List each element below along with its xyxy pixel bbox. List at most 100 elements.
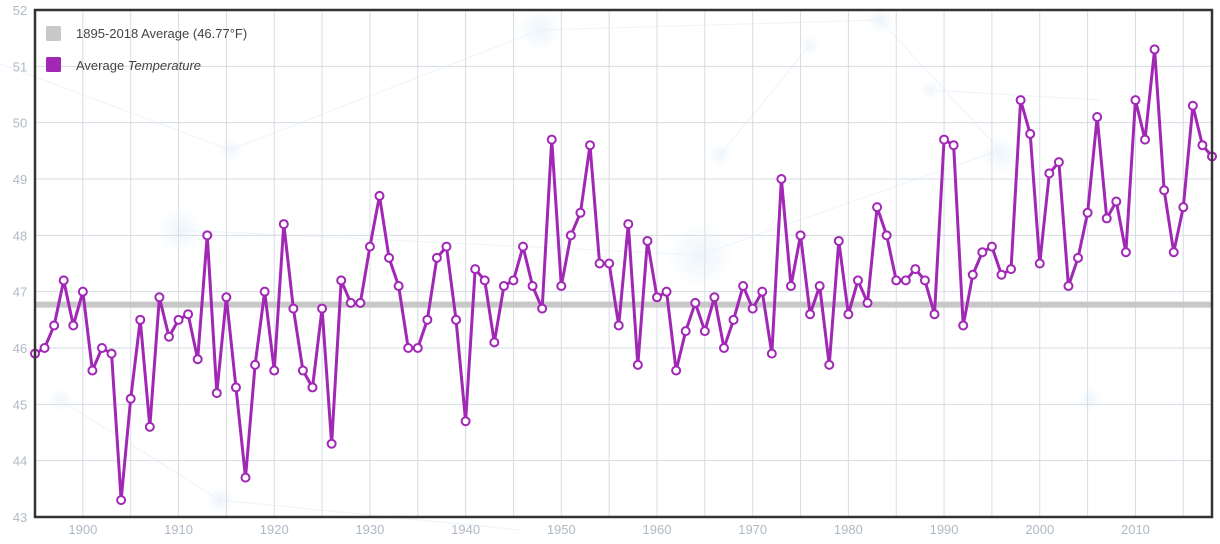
data-point[interactable] — [173, 314, 184, 325]
data-point[interactable] — [39, 343, 50, 353]
data-point[interactable] — [77, 286, 88, 297]
data-point[interactable] — [604, 258, 615, 269]
data-point[interactable] — [384, 252, 395, 263]
data-point[interactable] — [651, 292, 662, 303]
data-point[interactable] — [671, 365, 682, 376]
data-point[interactable] — [1187, 100, 1198, 111]
data-point[interactable] — [1092, 112, 1103, 123]
data-point[interactable] — [585, 140, 596, 151]
data-point[interactable] — [317, 303, 328, 314]
data-point[interactable] — [422, 314, 433, 325]
data-point[interactable] — [527, 281, 538, 292]
data-point[interactable] — [1178, 202, 1189, 213]
data-point[interactable] — [479, 275, 490, 286]
data-point[interactable] — [518, 241, 529, 252]
data-point[interactable] — [230, 382, 241, 393]
data-point[interactable] — [919, 275, 930, 286]
data-point[interactable] — [565, 230, 576, 241]
data-point[interactable] — [776, 174, 787, 184]
data-point[interactable] — [910, 264, 921, 275]
data-point[interactable] — [364, 241, 375, 252]
data-point[interactable] — [96, 343, 107, 353]
data-point[interactable] — [269, 365, 280, 376]
data-point[interactable] — [431, 252, 442, 263]
data-point[interactable] — [805, 309, 816, 320]
data-point[interactable] — [575, 207, 586, 218]
data-point[interactable] — [403, 343, 414, 353]
data-point[interactable] — [795, 230, 806, 241]
data-point[interactable] — [49, 320, 60, 331]
data-point[interactable] — [240, 472, 251, 483]
data-point[interactable] — [498, 281, 509, 292]
data-point[interactable] — [718, 343, 729, 353]
data-point[interactable] — [1073, 252, 1084, 263]
data-point[interactable] — [355, 297, 366, 308]
data-point[interactable] — [900, 275, 911, 286]
data-point[interactable] — [489, 337, 500, 348]
data-point[interactable] — [680, 326, 691, 337]
data-point[interactable] — [661, 286, 672, 297]
data-point[interactable] — [288, 303, 299, 314]
data-point[interactable] — [632, 359, 643, 370]
data-point[interactable] — [556, 281, 567, 292]
data-point[interactable] — [594, 258, 605, 269]
data-point[interactable] — [221, 292, 232, 303]
data-point[interactable] — [154, 292, 165, 303]
data-point[interactable] — [116, 495, 127, 506]
data-point[interactable] — [202, 230, 213, 241]
data-point[interactable] — [393, 281, 404, 292]
data-point[interactable] — [958, 320, 969, 331]
data-point[interactable] — [939, 134, 950, 145]
data-point[interactable] — [1149, 44, 1160, 55]
data-point[interactable] — [824, 359, 835, 370]
data-point[interactable] — [1159, 185, 1170, 196]
data-point[interactable] — [1101, 213, 1112, 224]
data-point[interactable] — [843, 309, 854, 320]
data-point[interactable] — [412, 343, 423, 353]
data-point[interactable] — [259, 286, 270, 297]
data-point[interactable] — [1140, 134, 1151, 145]
data-point[interactable] — [929, 309, 940, 320]
data-point[interactable] — [451, 314, 462, 325]
data-point[interactable] — [1197, 140, 1208, 151]
data-point[interactable] — [546, 134, 557, 145]
data-point[interactable] — [1082, 207, 1093, 218]
data-point[interactable] — [833, 235, 844, 246]
data-point[interactable] — [1168, 247, 1179, 258]
data-point[interactable] — [278, 219, 289, 230]
data-point[interactable] — [642, 235, 653, 246]
data-point[interactable] — [948, 140, 959, 151]
data-point[interactable] — [738, 281, 749, 292]
data-point[interactable] — [1120, 247, 1131, 258]
data-point[interactable] — [135, 314, 146, 325]
data-point[interactable] — [709, 292, 720, 303]
data-point[interactable] — [1053, 157, 1064, 168]
data-point[interactable] — [814, 281, 825, 292]
data-point[interactable] — [106, 348, 117, 359]
data-point[interactable] — [192, 354, 203, 365]
legend-item-average[interactable]: 1895-2018 Average (46.77°F) — [46, 26, 247, 41]
data-point[interactable] — [144, 421, 155, 432]
data-point[interactable] — [441, 241, 452, 252]
data-point[interactable] — [87, 365, 98, 376]
data-point[interactable] — [345, 297, 356, 308]
data-point[interactable] — [537, 303, 548, 314]
data-point[interactable] — [58, 275, 69, 286]
data-point[interactable] — [747, 303, 758, 314]
data-point[interactable] — [728, 314, 739, 325]
data-point[interactable] — [977, 247, 988, 258]
data-point[interactable] — [326, 438, 337, 449]
data-point[interactable] — [250, 359, 261, 370]
data-point[interactable] — [68, 320, 79, 331]
data-point[interactable] — [307, 382, 318, 393]
data-point[interactable] — [766, 348, 777, 359]
data-point[interactable] — [862, 297, 873, 308]
data-point[interactable] — [1006, 264, 1017, 275]
data-point[interactable] — [183, 309, 194, 320]
data-point[interactable] — [1015, 95, 1026, 106]
data-point[interactable] — [690, 297, 701, 308]
legend-item-temperature[interactable]: Average Temperature — [46, 57, 201, 73]
data-point[interactable] — [374, 190, 385, 201]
data-point[interactable] — [872, 202, 883, 213]
data-point[interactable] — [336, 275, 347, 286]
